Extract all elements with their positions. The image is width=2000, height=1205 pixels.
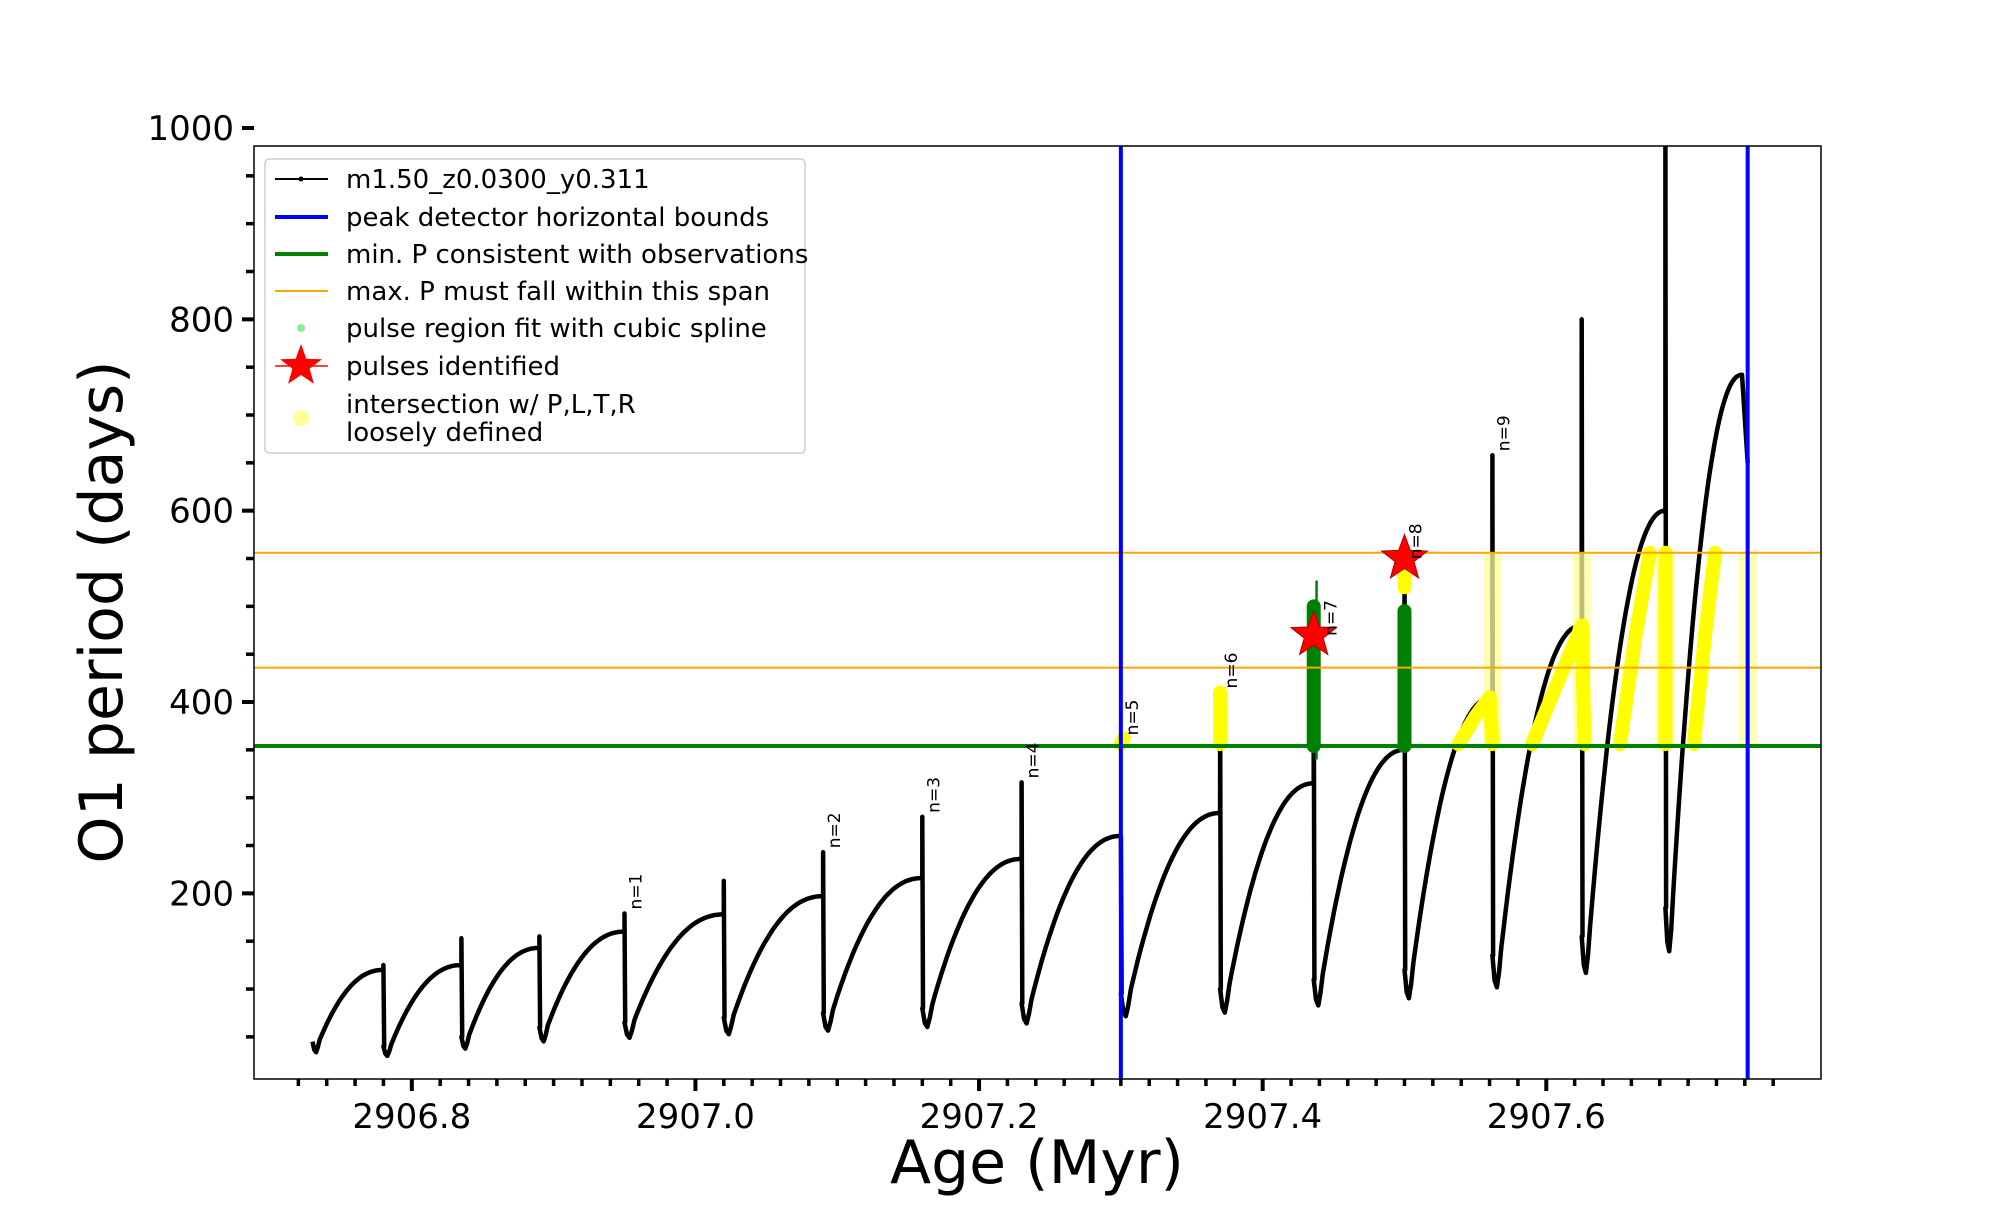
x-axis-title: Age (Myr) [890,1128,1184,1198]
pulse-label: n=1 [627,874,647,910]
intersection-band [1525,618,1592,752]
legend-label: max. P must fall within this span [346,277,770,307]
legend-swatch-dot [293,410,309,426]
legend-label: pulses identified [346,352,560,382]
pulse-label: n=9 [1494,415,1514,451]
pulse-label: n=5 [1123,699,1143,735]
x-tick-label: 2907.0 [636,1097,755,1137]
pulse-label: n=6 [1222,653,1242,689]
intersection-band [1613,545,1657,752]
plot-area: n=1 n=2 n=3 n=4 n=5 n=6 n=7 n=8 n=9 [254,146,1821,1079]
y-tick-label: 800 [169,300,234,340]
legend-swatch-dot [297,324,305,332]
y-axis-title: O1 period (days) [67,360,137,863]
legend-label: loosely defined [346,418,543,448]
legend-label: pulse region fit with cubic spline [346,314,767,344]
pulse-label: n=7 [1321,600,1341,636]
legend-label: min. P consistent with observations [346,240,808,270]
y-tick-label: 600 [169,492,234,532]
legend-label: m1.50_z0.0300_y0.311 [346,165,650,195]
pulse-label: n=3 [924,777,944,813]
pulse-identified-star [1380,533,1429,580]
x-tick-label: 2907.6 [1487,1097,1606,1137]
pulse-identified-star [1289,609,1338,656]
series-track-line [310,146,1750,1059]
x-tick-label: 2907.2 [920,1097,1039,1137]
y-tick-label: 400 [169,683,234,723]
legend-label: intersection w/ P,L,T,R [346,390,636,420]
pulse-label: n=4 [1024,743,1044,779]
pulse-label: n=2 [825,812,845,848]
legend-swatch-dot [298,176,304,182]
x-tick-label: 2906.8 [352,1097,471,1137]
intersection-band [1686,545,1722,752]
y-tick-label: 200 [169,874,234,914]
x-tick-label: 2907.4 [1203,1097,1322,1137]
legend-label: peak detector horizontal bounds [346,203,769,233]
pulse-label: n=8 [1406,523,1426,559]
axes: 2906.8 2907.0 2907.2 2907.4 2907.6 200 400 600 8… [147,109,1775,1137]
intersection-band [1451,690,1500,752]
y-tick-label: 1000 [147,109,234,149]
legend-box [264,158,806,454]
legend-swatch-star [280,344,322,384]
